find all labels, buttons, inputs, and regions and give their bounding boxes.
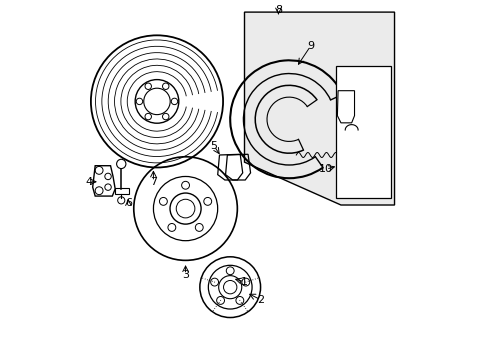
- Text: 3: 3: [182, 270, 189, 280]
- Text: 8: 8: [274, 5, 282, 15]
- Text: 4: 4: [85, 177, 93, 187]
- Text: 1: 1: [241, 277, 247, 287]
- Bar: [335, 66, 390, 198]
- Text: 10: 10: [318, 164, 332, 174]
- Text: 2: 2: [257, 295, 264, 305]
- Polygon shape: [244, 12, 394, 205]
- Bar: [115, 188, 128, 194]
- Text: 6: 6: [124, 198, 132, 208]
- Text: 9: 9: [306, 41, 313, 51]
- Text: 5: 5: [210, 141, 217, 151]
- Text: 7: 7: [149, 177, 157, 187]
